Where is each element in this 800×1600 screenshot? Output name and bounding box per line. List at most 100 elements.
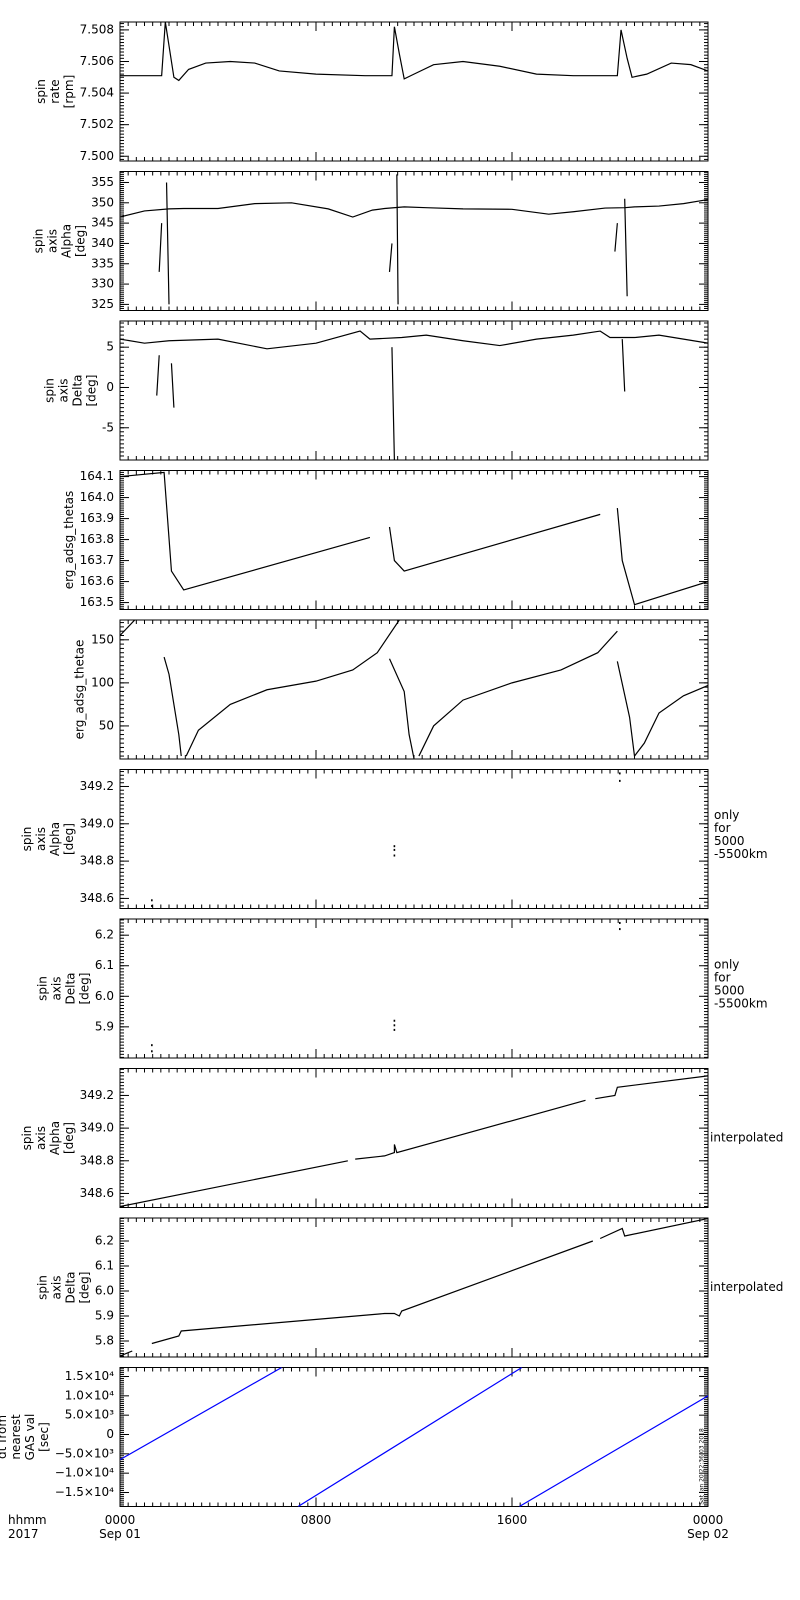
y-axis-label: spin bbox=[35, 1275, 49, 1300]
y-tick-label: 349.2 bbox=[80, 1088, 114, 1102]
side-note: interpolated bbox=[710, 1280, 783, 1294]
y-tick-label: 5.0×10³ bbox=[65, 1408, 114, 1422]
point bbox=[619, 772, 621, 775]
series-line bbox=[120, 1218, 708, 1357]
side-note: -5500km bbox=[714, 847, 768, 861]
y-tick-label: 164.0 bbox=[80, 490, 114, 504]
y-tick-label: 6.1 bbox=[95, 958, 114, 972]
y-tick-label: 5.9 bbox=[95, 1019, 114, 1033]
y-tick-label: 163.9 bbox=[80, 511, 114, 525]
y-axis-label: axis bbox=[34, 827, 48, 851]
y-tick-label: 7.508 bbox=[80, 22, 114, 36]
y-axis-label: rate bbox=[48, 79, 62, 103]
x-tick-label: 0000 bbox=[693, 1513, 724, 1527]
point bbox=[619, 921, 621, 924]
y-tick-label: 348.6 bbox=[80, 1186, 114, 1200]
y-tick-label: 355 bbox=[91, 175, 114, 189]
y-axis-label: [deg] bbox=[85, 375, 99, 407]
y-axis-label: GAS val bbox=[23, 1414, 37, 1461]
point bbox=[619, 928, 621, 931]
y-axis-label: axis bbox=[46, 229, 60, 253]
y-tick-label: 5.8 bbox=[95, 1334, 114, 1348]
y-axis-label: Delta bbox=[71, 374, 85, 406]
y-tick-label: 164.1 bbox=[80, 469, 114, 483]
y-tick-label: 1.5×10⁴ bbox=[65, 1369, 114, 1383]
y-tick-label: 348.8 bbox=[80, 854, 114, 868]
x-date-label: Sep 02 bbox=[687, 1527, 729, 1541]
y-axis-label: [rpm] bbox=[62, 75, 76, 109]
series-line bbox=[156, 339, 626, 460]
series-line bbox=[120, 22, 708, 82]
y-axis-label: [sec] bbox=[37, 1422, 51, 1452]
series-line bbox=[120, 198, 708, 218]
x-tick-label: 0800 bbox=[301, 1513, 332, 1527]
side-note: only bbox=[714, 958, 739, 972]
y-axis-label: Alpha bbox=[60, 224, 74, 258]
y-tick-label: 325 bbox=[91, 297, 114, 311]
y-tick-label: 0 bbox=[106, 380, 114, 394]
side-note: 5000 bbox=[714, 834, 745, 848]
y-tick-label: 350 bbox=[91, 195, 114, 209]
y-tick-label: 163.7 bbox=[80, 553, 114, 567]
y-tick-label: -5 bbox=[102, 420, 114, 434]
series-line bbox=[120, 620, 708, 759]
side-note: for bbox=[714, 971, 731, 985]
y-axis-label: nearest bbox=[9, 1414, 23, 1460]
panel-frame bbox=[119, 1367, 709, 1507]
side-note: 5000 bbox=[714, 984, 745, 998]
y-tick-label: 7.504 bbox=[80, 86, 114, 100]
y-axis-label: [deg] bbox=[74, 225, 88, 257]
y-axis-label: [deg] bbox=[62, 1122, 76, 1154]
y-tick-label: 6.2 bbox=[95, 928, 114, 942]
side-note: interpolated bbox=[710, 1131, 783, 1145]
y-tick-label: 335 bbox=[91, 256, 114, 270]
y-tick-label: 330 bbox=[91, 277, 114, 291]
y-tick-label: 6.1 bbox=[95, 1259, 114, 1273]
panel-frame bbox=[119, 619, 709, 760]
y-tick-label: 50 bbox=[99, 718, 114, 732]
y-tick-label: 340 bbox=[91, 236, 114, 250]
y-tick-label: 1.0×10⁴ bbox=[65, 1388, 114, 1402]
side-note: -5500km bbox=[714, 997, 768, 1011]
series-line bbox=[120, 330, 708, 350]
point bbox=[151, 904, 153, 907]
y-tick-label: 348.6 bbox=[80, 891, 114, 905]
x-date-label: Sep 01 bbox=[99, 1527, 141, 1541]
y-tick-label: 5 bbox=[106, 340, 114, 354]
y-axis-label: Delta bbox=[63, 1271, 77, 1303]
y-tick-label: 163.8 bbox=[80, 532, 114, 546]
y-axis-label: axis bbox=[57, 378, 71, 402]
y-tick-label: 100 bbox=[91, 675, 114, 689]
y-tick-label: 7.502 bbox=[80, 117, 114, 131]
y-tick-label: 163.6 bbox=[80, 574, 114, 588]
y-axis-label: spin bbox=[43, 378, 57, 403]
y-tick-label: 345 bbox=[91, 216, 114, 230]
panel-frame bbox=[119, 1217, 709, 1358]
series-line bbox=[120, 1075, 708, 1208]
point bbox=[393, 848, 396, 851]
y-tick-label: 7.500 bbox=[80, 149, 114, 163]
y-tick-label: −1.0×10⁴ bbox=[55, 1466, 114, 1480]
x-tick-label: 1600 bbox=[497, 1513, 528, 1527]
y-axis-label: [deg] bbox=[62, 823, 76, 855]
y-tick-label: 163.5 bbox=[80, 595, 114, 609]
y-axis-label: axis bbox=[49, 976, 63, 1000]
point bbox=[151, 1050, 153, 1053]
y-tick-label: 349.0 bbox=[80, 816, 114, 830]
y-tick-label: 150 bbox=[91, 632, 114, 646]
y-tick-label: 348.8 bbox=[80, 1153, 114, 1167]
y-axis-label: Delta bbox=[63, 972, 77, 1004]
point bbox=[393, 854, 396, 857]
y-axis-label: axis bbox=[34, 1126, 48, 1150]
y-axis-label: [deg] bbox=[77, 973, 91, 1005]
point bbox=[393, 845, 396, 848]
point bbox=[619, 779, 621, 782]
y-axis-label: spin bbox=[35, 976, 49, 1001]
point bbox=[393, 1028, 396, 1031]
y-tick-label: 0 bbox=[106, 1427, 114, 1441]
y-axis-label: spin bbox=[20, 827, 34, 852]
point bbox=[151, 1044, 153, 1047]
x-axis-label: 2017 bbox=[8, 1527, 39, 1541]
panel-frame bbox=[119, 1068, 709, 1208]
